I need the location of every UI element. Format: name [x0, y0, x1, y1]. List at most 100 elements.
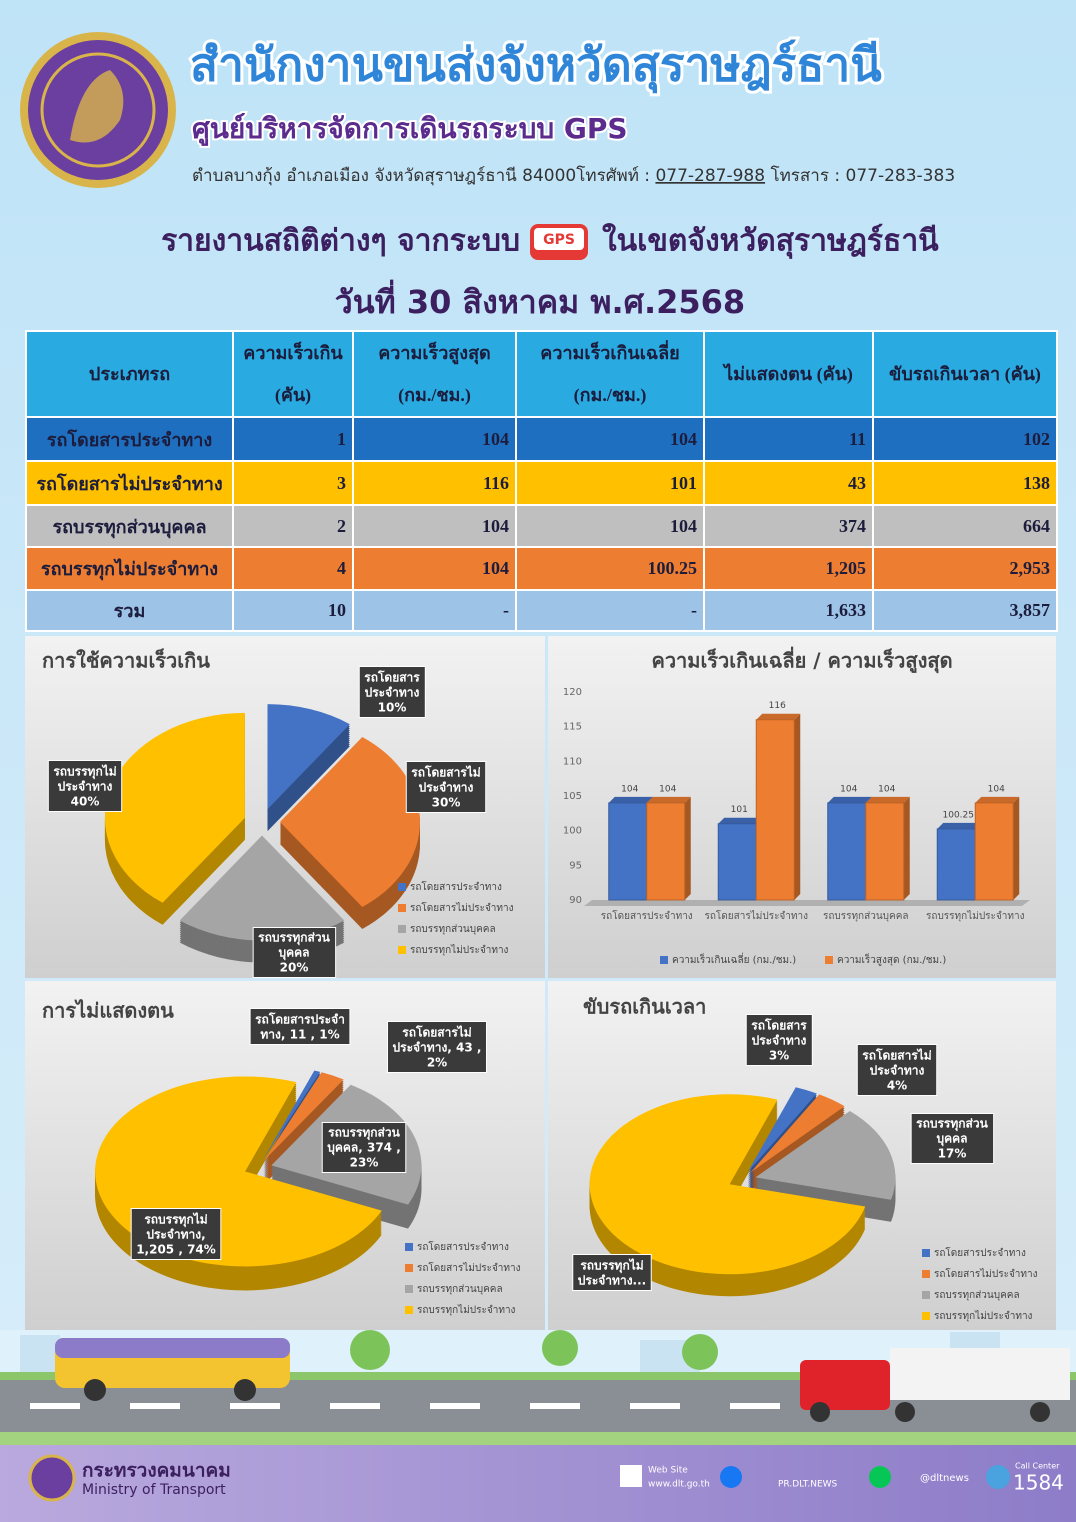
bar-top: [608, 796, 653, 803]
table-cell: 116: [352, 460, 517, 506]
legend-swatch: [660, 956, 668, 964]
legend-label: รถบรรทุกไม่ประจำทาง: [410, 944, 509, 956]
phone: 077-287-988: [655, 166, 765, 186]
value-label: 104: [659, 784, 676, 794]
data-label-text: รถโดยสารไม่: [402, 1025, 471, 1040]
header-text: ขับรถเกินเวลา (คัน): [889, 364, 1041, 384]
data-label-text: 30%: [432, 796, 461, 810]
pie-slice: [747, 1087, 817, 1172]
pie-slice-side: [263, 1072, 321, 1162]
data-label-text: 40%: [71, 795, 100, 809]
table-cell: รถบรรทุกไม่ประจำทาง: [25, 546, 234, 591]
logo: [20, 32, 176, 188]
y-tick-label: 95: [569, 860, 582, 871]
data-label: รถโดยสารไม่ประจำทาง, 43 ,2%: [387, 1021, 487, 1073]
data-label-text: ประจำทาง,: [146, 1228, 205, 1242]
table-cell: 102: [872, 416, 1058, 462]
gps-badge-screen: [534, 228, 584, 250]
table-cell: 138: [872, 460, 1058, 506]
legend-swatch: [398, 883, 406, 891]
legend-swatch: [405, 1285, 413, 1293]
ministry-en: Ministry of Transport: [82, 1482, 226, 1498]
data-label-text: ประจำทาง: [365, 686, 420, 700]
pie-slice: [755, 1110, 896, 1200]
x-tick-label: รถบรรทุกส่วนบุคคล: [823, 911, 909, 922]
bar: [865, 802, 905, 901]
table-cell: 664: [872, 504, 1058, 548]
y-tick-label: 120: [563, 687, 582, 698]
legend-swatch: [405, 1243, 413, 1251]
table-cell: -: [515, 589, 705, 632]
value-label: 104: [840, 784, 857, 794]
bar-side: [903, 796, 910, 900]
scenery: [0, 1330, 1076, 1445]
value-label: 104: [621, 784, 638, 794]
legend-swatch: [398, 946, 406, 954]
legend-swatch: [922, 1270, 930, 1278]
value-label: 100.25: [943, 810, 975, 820]
table-cell: 2,953: [872, 546, 1058, 591]
fax: โทรสาร : 077-283-383: [765, 165, 955, 186]
data-label: รถบรรทุกไม่ประจำทาง...: [572, 1254, 652, 1291]
data-label-text: รถโดยสาร: [364, 670, 420, 685]
legend-label: รถบรรทุกไม่ประจำทาง: [934, 1310, 1033, 1322]
data-label-text: บุคคล: [936, 1132, 967, 1147]
table-cell: 43: [703, 460, 874, 506]
data-label-text: รถบรรทุกไม่: [580, 1258, 643, 1274]
data-label-text: 17%: [938, 1147, 967, 1161]
value-label: 104: [988, 784, 1005, 794]
table-cell: 100.25: [515, 546, 705, 591]
table-cell: 1,633: [703, 589, 874, 632]
header-cell: ความเร็วสูงสุด (กม./ชม.): [352, 330, 517, 418]
data-label-box: [321, 1122, 407, 1173]
legend-label: รถบรรทุกส่วนบุคคล: [934, 1290, 1020, 1301]
table-cell: รวม: [25, 589, 234, 632]
data-label: รถโดยสารประจำทาง, 11 , 1%: [249, 1008, 351, 1045]
bar: [936, 828, 976, 901]
data-label-box: [47, 760, 123, 812]
legend-label: รถบรรทุกส่วนบุคคล: [410, 924, 496, 935]
data-label-text: 23%: [350, 1156, 379, 1170]
legend-swatch: [922, 1249, 930, 1257]
value-label: 101: [731, 805, 748, 815]
address: ตำบลบางกุ้ง อำเภอเมือง จังหวัดสุราษฎร์ธา…: [192, 165, 955, 186]
data-label-text: ทาง, 11 , 1%: [260, 1028, 339, 1042]
table-cell: 104: [515, 416, 705, 462]
pie-slice: [589, 1094, 866, 1275]
legend-swatch: [405, 1306, 413, 1314]
table-cell: 3,857: [872, 589, 1058, 632]
legend-label: รถโดยสารไม่ประจำทาง: [410, 901, 514, 914]
data-label-box: [358, 666, 426, 718]
bar-side: [1013, 796, 1020, 900]
footer-bar: [0, 1445, 1076, 1522]
header-text: (คัน): [274, 385, 312, 405]
table-row: รถบรรทุกส่วนบุคคล 2 104 104 374 664: [25, 504, 1058, 548]
legend-label: รถโดยสารประจำทาง: [417, 1240, 509, 1253]
legend-swatch: [405, 1264, 413, 1272]
report-title: รายงานสถิติต่างๆ จากระบบ: [161, 224, 520, 259]
data-label-text: 20%: [280, 961, 309, 975]
line: @dltnews: [920, 1473, 969, 1484]
table-row: รถโดยสารไม่ประจำทาง 3 116 101 43 138: [25, 460, 1058, 506]
legend-swatch: [825, 956, 833, 964]
data-label-text: 4%: [887, 1079, 907, 1093]
data-label-text: บุคคล, 374 ,: [327, 1141, 401, 1156]
table-row: รวม 10- -1,633 3,857: [25, 589, 1058, 632]
table-cell: รถบรรทุกส่วนบุคคล: [25, 504, 234, 548]
bar: [717, 823, 757, 901]
header-text: ประเภทรถ: [88, 364, 171, 384]
table-cell: 104: [515, 504, 705, 548]
data-label-box: [745, 1014, 813, 1066]
header-text: ความเร็วเกิน: [243, 343, 343, 363]
plot-floor: [584, 900, 1030, 906]
table-cell: 104: [352, 504, 517, 548]
data-label-text: ประจำทาง: [58, 780, 113, 794]
header-cell: ประเภทรถ: [25, 330, 234, 418]
call-center: 1584: [1013, 1471, 1064, 1495]
bar-top: [975, 796, 1020, 803]
data-label-text: 1,205 , 74%: [136, 1243, 216, 1257]
